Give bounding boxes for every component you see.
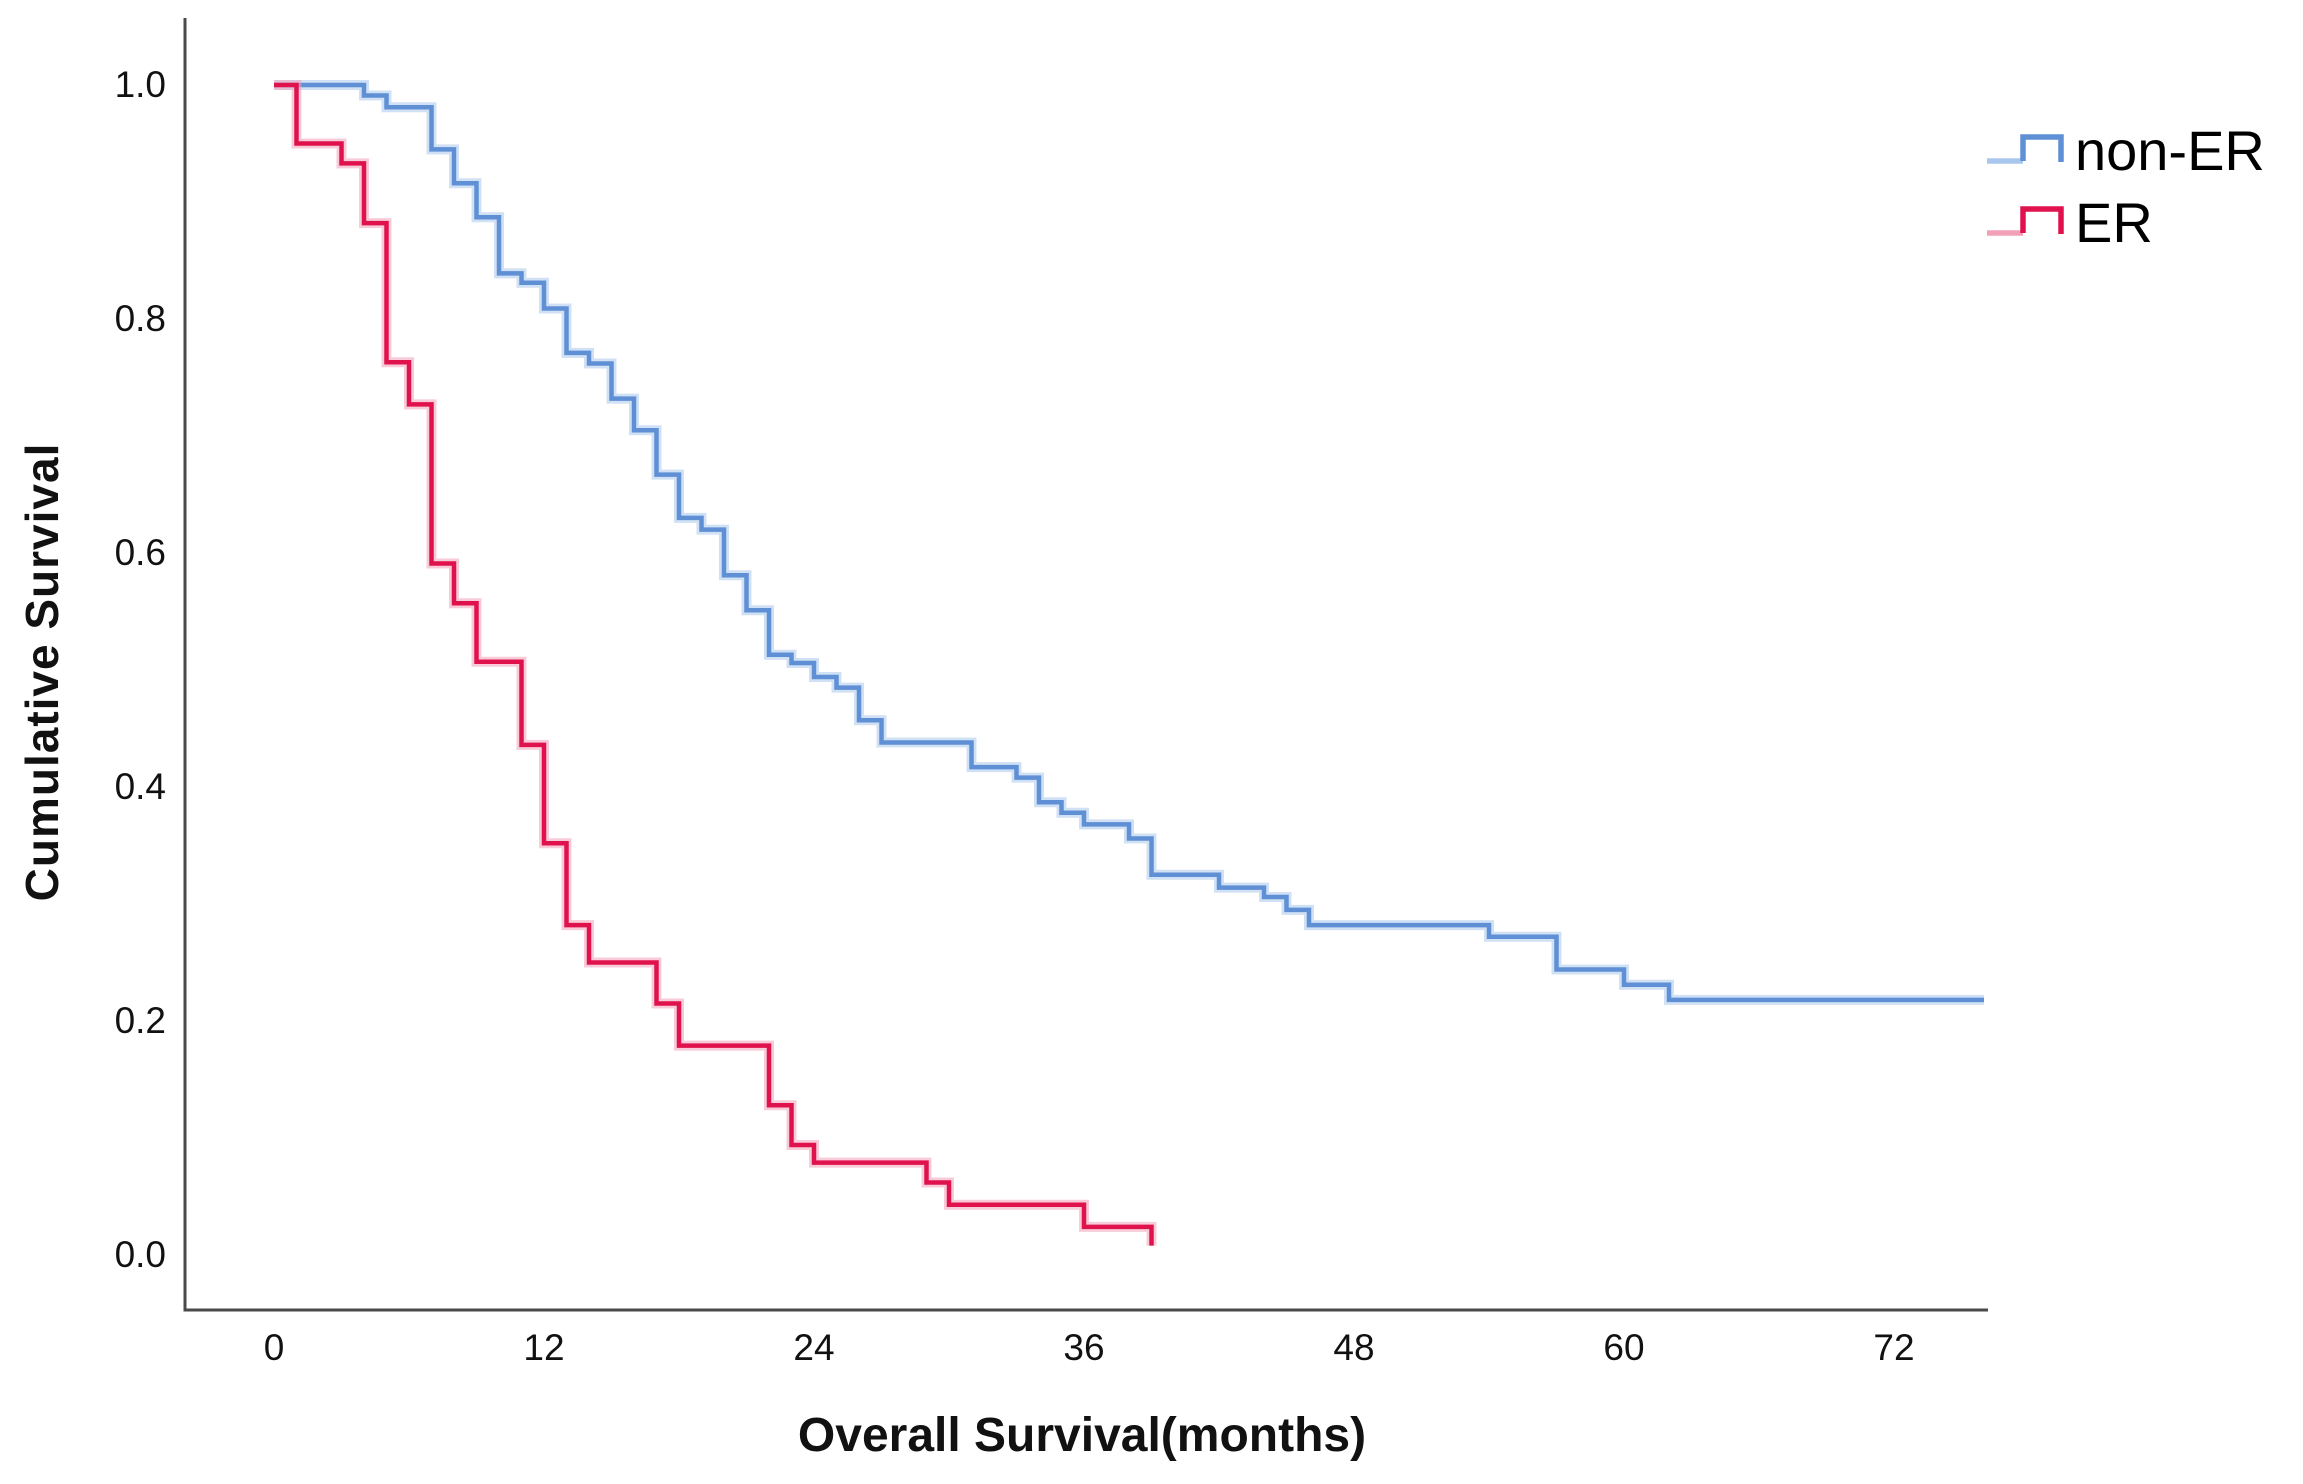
legend-label-non-er: non-ER bbox=[2075, 118, 2265, 182]
legend-item-non-er: non-ER bbox=[1985, 114, 2265, 186]
non-er-step-icon bbox=[1987, 134, 2064, 164]
x-tick-label: 12 bbox=[523, 1327, 565, 1368]
non-er-curve bbox=[274, 82, 1984, 1003]
y-tick-label: 0.4 bbox=[114, 766, 166, 807]
er-step-icon bbox=[1987, 206, 2064, 236]
x-tick-label: 0 bbox=[263, 1327, 285, 1368]
y-tick-label: 0.0 bbox=[114, 1234, 166, 1275]
er-curve bbox=[274, 82, 1154, 1246]
x-tick-label: 48 bbox=[1333, 1327, 1375, 1368]
er-curve-halo bbox=[274, 80, 1157, 1246]
y-tick-label: 0.6 bbox=[114, 532, 166, 573]
x-tick-label: 36 bbox=[1063, 1327, 1105, 1368]
y-tick-label: 1.0 bbox=[114, 64, 166, 105]
x-tick-label: 24 bbox=[793, 1327, 835, 1368]
non-er-curve-halo bbox=[274, 80, 1984, 1005]
y-tick-label: 0.8 bbox=[114, 298, 166, 339]
legend-item-er: ER bbox=[1985, 186, 2265, 258]
legend: non-ER ER bbox=[1985, 114, 2265, 258]
x-axis-title: Overall Survival(months) bbox=[797, 1409, 1367, 1462]
x-tick-label: 60 bbox=[1603, 1327, 1645, 1368]
legend-label-er: ER bbox=[2075, 190, 2153, 254]
y-tick-label: 0.2 bbox=[114, 1000, 166, 1041]
curves-group bbox=[274, 80, 1984, 1246]
x-tick-label: 72 bbox=[1873, 1327, 1915, 1368]
